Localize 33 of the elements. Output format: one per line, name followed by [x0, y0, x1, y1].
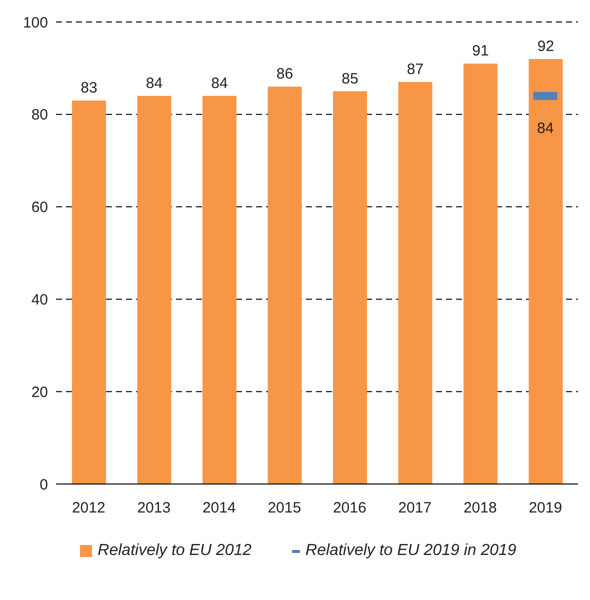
x-tick-label: 2012: [72, 500, 106, 517]
bar: [72, 100, 106, 484]
data-label: 92: [537, 38, 554, 55]
data-label: 84: [211, 74, 228, 92]
bar: [137, 96, 172, 484]
y-tick-label: 40: [31, 292, 48, 309]
x-tick-label: 2013: [137, 500, 171, 517]
x-tick-label: 2018: [463, 500, 497, 517]
y-tick-label: 0: [40, 476, 48, 494]
x-tick-label: 2017: [398, 500, 432, 517]
legend-label: Relatively to EU 2019 in 2019: [306, 542, 516, 560]
y-tick-label: 100: [22, 14, 48, 32]
data-label: 84: [537, 120, 554, 138]
bar: [333, 91, 367, 484]
bar: [464, 64, 498, 484]
bar: [202, 96, 236, 484]
bar: [398, 82, 432, 484]
data-label: 87: [406, 61, 424, 78]
bar: [268, 86, 302, 484]
x-tick-label: 2016: [332, 500, 366, 517]
x-tick-label: 2015: [268, 500, 302, 517]
y-tick-label: 80: [31, 106, 48, 124]
x-tick-label: 2019: [528, 500, 562, 517]
bar: [528, 58, 563, 484]
legend-label: Relatively to EU 2012: [98, 542, 252, 560]
y-tick-label: 60: [31, 199, 48, 216]
data-label: 85: [342, 70, 358, 88]
x-tick-label: 2014: [202, 500, 236, 517]
data-label: 91: [472, 42, 489, 60]
data-label: 84: [146, 74, 163, 92]
data-label: 83: [80, 80, 98, 97]
y-tick-label: 20: [31, 384, 48, 401]
data-label: 86: [276, 66, 294, 83]
